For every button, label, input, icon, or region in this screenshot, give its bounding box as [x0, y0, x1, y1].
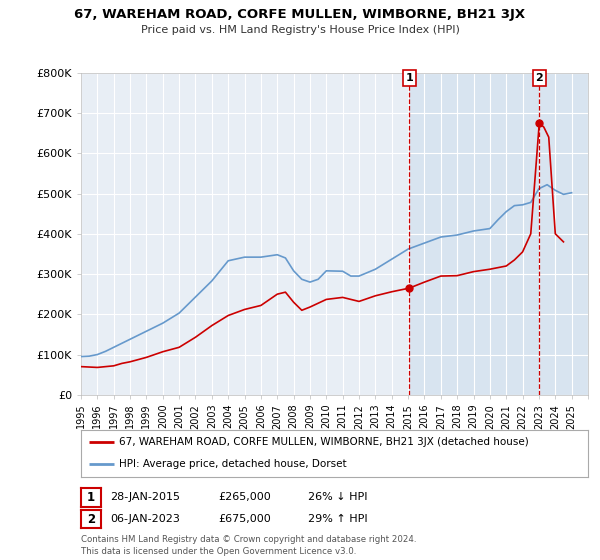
- Text: £675,000: £675,000: [218, 514, 271, 524]
- Text: 26% ↓ HPI: 26% ↓ HPI: [308, 492, 367, 502]
- Text: 1: 1: [87, 491, 95, 504]
- Text: Price paid vs. HM Land Registry's House Price Index (HPI): Price paid vs. HM Land Registry's House …: [140, 25, 460, 35]
- Text: 1: 1: [406, 73, 413, 83]
- Text: HPI: Average price, detached house, Dorset: HPI: Average price, detached house, Dors…: [119, 459, 347, 469]
- Text: £265,000: £265,000: [218, 492, 271, 502]
- Text: 2: 2: [87, 512, 95, 526]
- Text: This data is licensed under the Open Government Licence v3.0.: This data is licensed under the Open Gov…: [81, 547, 356, 556]
- Text: 29% ↑ HPI: 29% ↑ HPI: [308, 514, 367, 524]
- Text: 67, WAREHAM ROAD, CORFE MULLEN, WIMBORNE, BH21 3JX (detached house): 67, WAREHAM ROAD, CORFE MULLEN, WIMBORNE…: [119, 437, 529, 447]
- Text: 28-JAN-2015: 28-JAN-2015: [110, 492, 180, 502]
- Text: 67, WAREHAM ROAD, CORFE MULLEN, WIMBORNE, BH21 3JX: 67, WAREHAM ROAD, CORFE MULLEN, WIMBORNE…: [74, 8, 526, 21]
- Text: 2: 2: [535, 73, 543, 83]
- Text: 06-JAN-2023: 06-JAN-2023: [110, 514, 179, 524]
- Bar: [409, 73, 588, 395]
- Text: Contains HM Land Registry data © Crown copyright and database right 2024.: Contains HM Land Registry data © Crown c…: [81, 535, 416, 544]
